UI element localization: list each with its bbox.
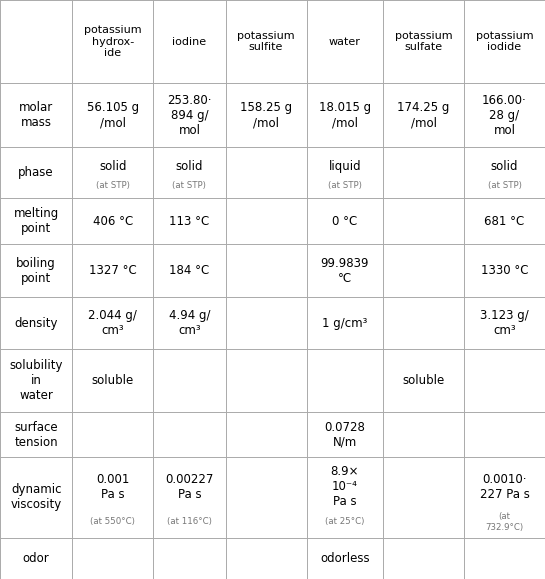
Text: (at 25°C): (at 25°C) xyxy=(325,517,365,526)
Text: 0.00227
Pa s: 0.00227 Pa s xyxy=(165,473,214,501)
Text: liquid: liquid xyxy=(329,160,361,173)
Text: 406 °C: 406 °C xyxy=(93,215,133,228)
Text: potassium
sulfate: potassium sulfate xyxy=(395,31,452,53)
Text: melting
point: melting point xyxy=(14,207,59,235)
Text: 1330 °C: 1330 °C xyxy=(481,264,528,277)
Text: 158.25 g
/mol: 158.25 g /mol xyxy=(240,101,292,129)
Text: 3.123 g/
cm³: 3.123 g/ cm³ xyxy=(480,309,529,337)
Text: solid: solid xyxy=(491,160,518,173)
Text: 0 °C: 0 °C xyxy=(332,215,358,228)
Text: 253.80·
894 g/
mol: 253.80· 894 g/ mol xyxy=(167,94,211,137)
Text: 1327 °C: 1327 °C xyxy=(89,264,137,277)
Text: (at STP): (at STP) xyxy=(328,181,362,190)
Text: (at 550°C): (at 550°C) xyxy=(90,517,135,526)
Text: 0.001
Pa s: 0.001 Pa s xyxy=(96,473,130,501)
Text: 0.0728
N/m: 0.0728 N/m xyxy=(324,420,365,449)
Text: 18.015 g
/mol: 18.015 g /mol xyxy=(319,101,371,129)
Text: surface
tension: surface tension xyxy=(14,420,58,449)
Text: 2.044 g/
cm³: 2.044 g/ cm³ xyxy=(88,309,137,337)
Text: 184 °C: 184 °C xyxy=(169,264,210,277)
Text: (at STP): (at STP) xyxy=(96,181,130,190)
Text: density: density xyxy=(14,317,58,329)
Text: 174.25 g
/mol: 174.25 g /mol xyxy=(397,101,450,129)
Text: (at
732.9°C): (at 732.9°C) xyxy=(486,512,524,532)
Text: iodine: iodine xyxy=(172,36,207,47)
Text: 8.9×
10⁻⁴
Pa s: 8.9× 10⁻⁴ Pa s xyxy=(331,466,359,508)
Text: solubility
in
water: solubility in water xyxy=(9,359,63,402)
Text: 4.94 g/
cm³: 4.94 g/ cm³ xyxy=(169,309,210,337)
Text: 1 g/cm³: 1 g/cm³ xyxy=(322,317,367,329)
Text: 99.9839
°C: 99.9839 °C xyxy=(320,257,369,285)
Text: (at STP): (at STP) xyxy=(488,181,522,190)
Text: solid: solid xyxy=(99,160,126,173)
Text: solid: solid xyxy=(175,160,203,173)
Text: 166.00·
28 g/
mol: 166.00· 28 g/ mol xyxy=(482,94,527,137)
Text: (at 116°C): (at 116°C) xyxy=(167,517,212,526)
Text: potassium
sulfite: potassium sulfite xyxy=(237,31,295,53)
Text: dynamic
viscosity: dynamic viscosity xyxy=(10,483,62,511)
Text: odor: odor xyxy=(23,552,50,565)
Text: 0.0010·
227 Pa s: 0.0010· 227 Pa s xyxy=(480,473,530,501)
Text: soluble: soluble xyxy=(92,374,134,387)
Text: molar
mass: molar mass xyxy=(19,101,53,129)
Text: (at STP): (at STP) xyxy=(173,181,207,190)
Text: water: water xyxy=(329,36,361,47)
Text: odorless: odorless xyxy=(320,552,370,565)
Text: 56.105 g
/mol: 56.105 g /mol xyxy=(87,101,139,129)
Text: 681 °C: 681 °C xyxy=(485,215,525,228)
Text: 113 °C: 113 °C xyxy=(169,215,210,228)
Text: potassium
iodide: potassium iodide xyxy=(476,31,534,53)
Text: soluble: soluble xyxy=(403,374,445,387)
Text: phase: phase xyxy=(19,166,54,179)
Text: boiling
point: boiling point xyxy=(16,257,56,285)
Text: potassium
hydrox-
ide: potassium hydrox- ide xyxy=(84,25,142,58)
